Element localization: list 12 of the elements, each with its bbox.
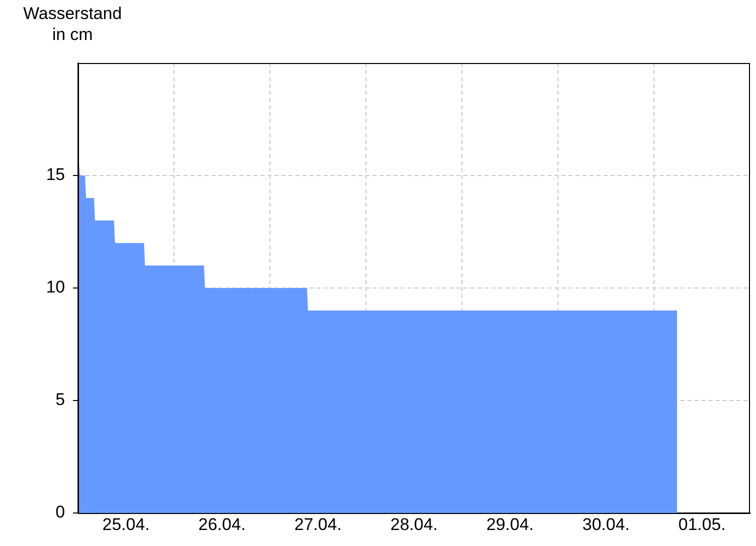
x-tick-label: 28.04.	[390, 514, 438, 534]
x-tick-label: 29.04.	[486, 514, 534, 534]
x-tick-label: 01.05.	[678, 514, 726, 534]
y-tick-label: 15	[46, 165, 65, 184]
y-tick-label: 0	[56, 502, 65, 522]
x-tick-label: 27.04.	[294, 514, 342, 534]
x-tick-label: 26.04.	[198, 514, 246, 534]
y-axis-title: Wasserstand in cm	[22, 3, 123, 45]
y-tick-label: 10	[46, 278, 65, 297]
y-tick-label: 5	[56, 390, 65, 410]
x-tick-label: 30.04.	[582, 514, 630, 534]
x-tick-label: 25.04.	[102, 514, 150, 534]
